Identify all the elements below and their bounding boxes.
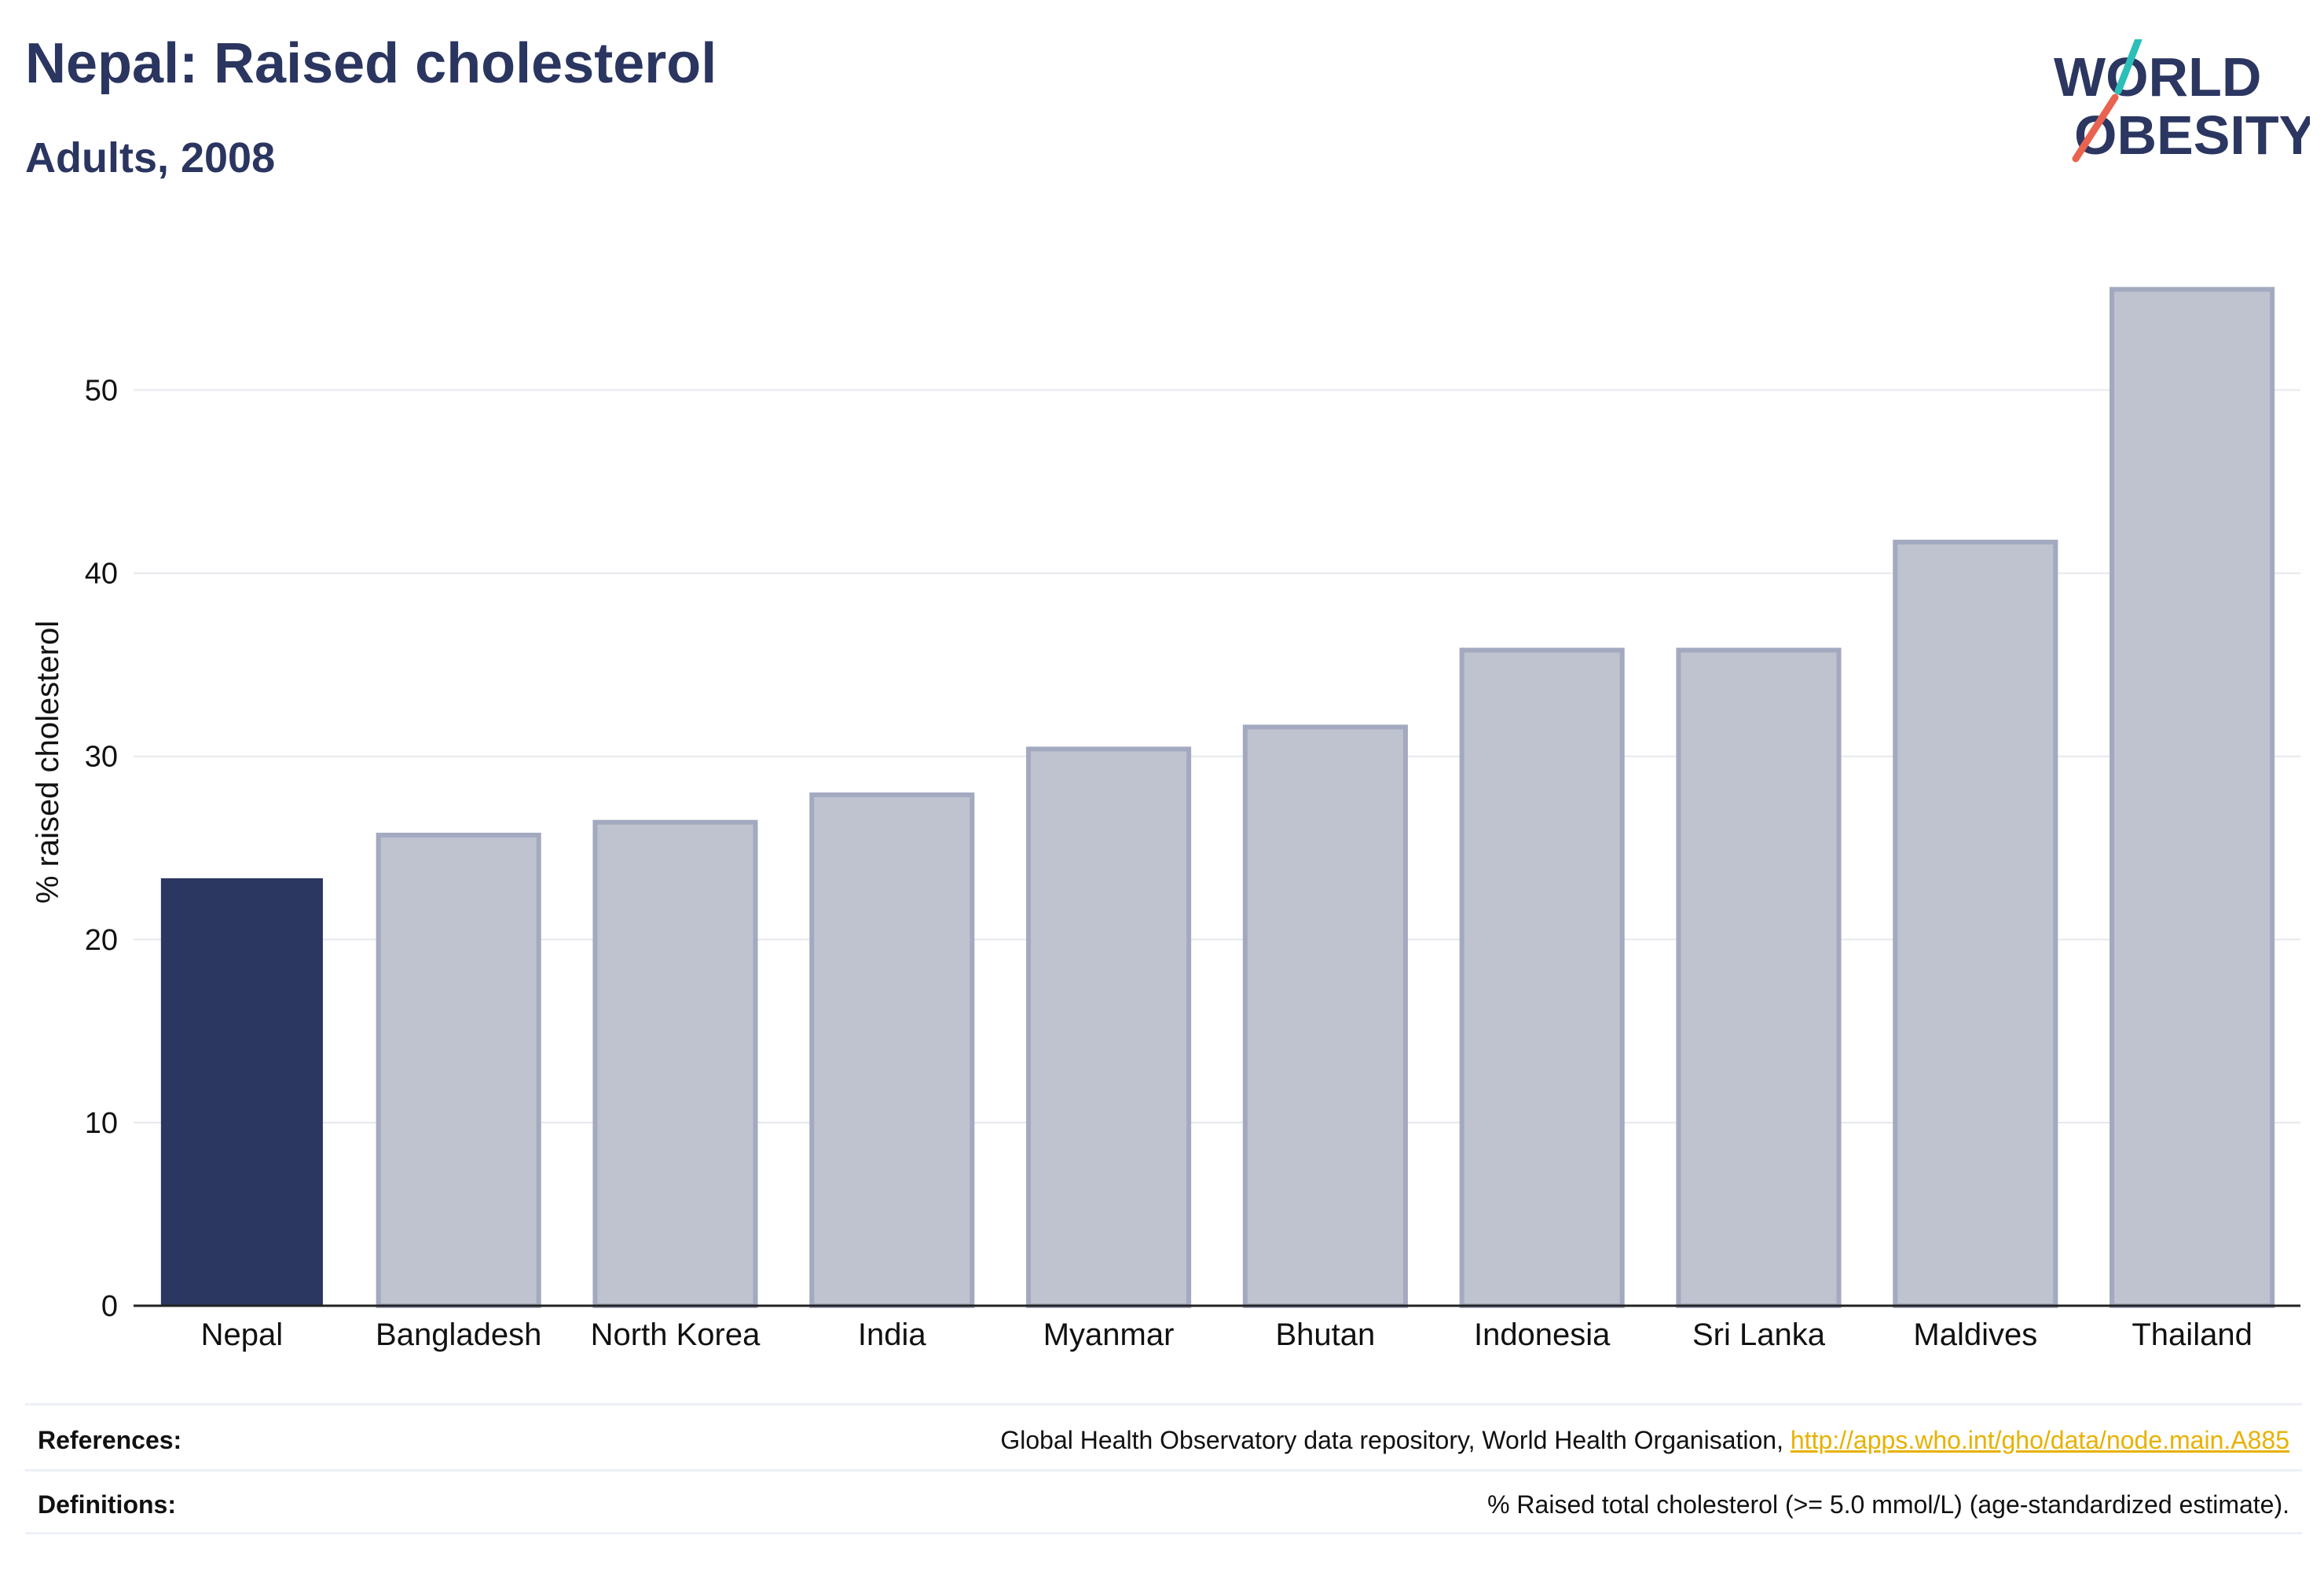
bar-myanmar bbox=[1026, 746, 1192, 1308]
bar-maldives bbox=[1893, 539, 2058, 1308]
x-tick-label: Sri Lanka bbox=[1692, 1318, 1826, 1352]
definitions-text: % Raised total cholesterol (>= 5.0 mmol/… bbox=[1487, 1490, 2289, 1519]
chart-subtitle: Adults, 2008 bbox=[25, 134, 276, 181]
bar-layer bbox=[134, 287, 2300, 1309]
bar-bangladesh bbox=[376, 832, 541, 1309]
bar-bhutan bbox=[1242, 724, 1408, 1308]
logo-line2: OBESITY bbox=[2074, 104, 2310, 166]
x-tick-label: Maldives bbox=[1913, 1318, 2037, 1352]
bar-north-korea bbox=[592, 819, 758, 1309]
logo-slash-red bbox=[2072, 93, 2119, 163]
x-tick-label: North Korea bbox=[591, 1318, 761, 1352]
definitions-label: Definitions: bbox=[38, 1490, 176, 1519]
y-tick-label: 10 bbox=[85, 1107, 118, 1140]
references-label: References: bbox=[38, 1426, 182, 1454]
x-tick-label: Myanmar bbox=[1043, 1318, 1175, 1352]
x-tick-label: Bangladesh bbox=[376, 1318, 541, 1352]
x-tick-label: India bbox=[858, 1318, 926, 1352]
references-link[interactable]: http://apps.who.int/gho/data/node.main.A… bbox=[1790, 1426, 2289, 1454]
bar-indonesia bbox=[1459, 647, 1625, 1308]
world-obesity-logo: WORLD OBESITY bbox=[2054, 39, 2310, 166]
y-tick-label: 40 bbox=[85, 558, 118, 591]
y-tick-label: 50 bbox=[85, 374, 118, 407]
bar-chart: Nepal Bangladesh North Korea India Myanmar Bh… bbox=[31, 287, 2300, 1352]
x-tick-label: Bhutan bbox=[1276, 1318, 1376, 1352]
y-tick-label: 30 bbox=[85, 741, 118, 774]
x-tick-layer: Nepal Bangladesh North Korea India Myanmar Bh… bbox=[201, 1318, 2253, 1352]
x-tick-label: Indonesia bbox=[1474, 1318, 1611, 1352]
y-tick-label: 0 bbox=[101, 1290, 118, 1323]
footer-divider-middle bbox=[25, 1469, 2302, 1472]
x-tick-label: Thailand bbox=[2132, 1318, 2252, 1352]
references-text: Global Health Observatory data repositor… bbox=[1000, 1426, 2289, 1455]
y-tick-layer: 0 10 20 30 40 50 bbox=[85, 374, 118, 1323]
y-axis-label: % raised cholesterol bbox=[31, 621, 65, 903]
footer-divider-bottom bbox=[25, 1532, 2302, 1534]
y-tick-label: 20 bbox=[85, 924, 118, 957]
bar-nepal bbox=[160, 878, 323, 1307]
bar-thailand bbox=[2110, 287, 2275, 1308]
chart-title: Nepal: Raised cholesterol bbox=[25, 32, 717, 95]
logo-line1: WORLD bbox=[2054, 46, 2261, 108]
x-tick-label: Nepal bbox=[201, 1318, 284, 1352]
logo-slash-teal bbox=[2114, 39, 2143, 95]
bar-india bbox=[809, 792, 975, 1308]
references-source: Global Health Observatory data repositor… bbox=[1000, 1426, 1791, 1454]
bar-sri-lanka bbox=[1676, 647, 1842, 1308]
footer-divider-top bbox=[25, 1403, 2302, 1406]
